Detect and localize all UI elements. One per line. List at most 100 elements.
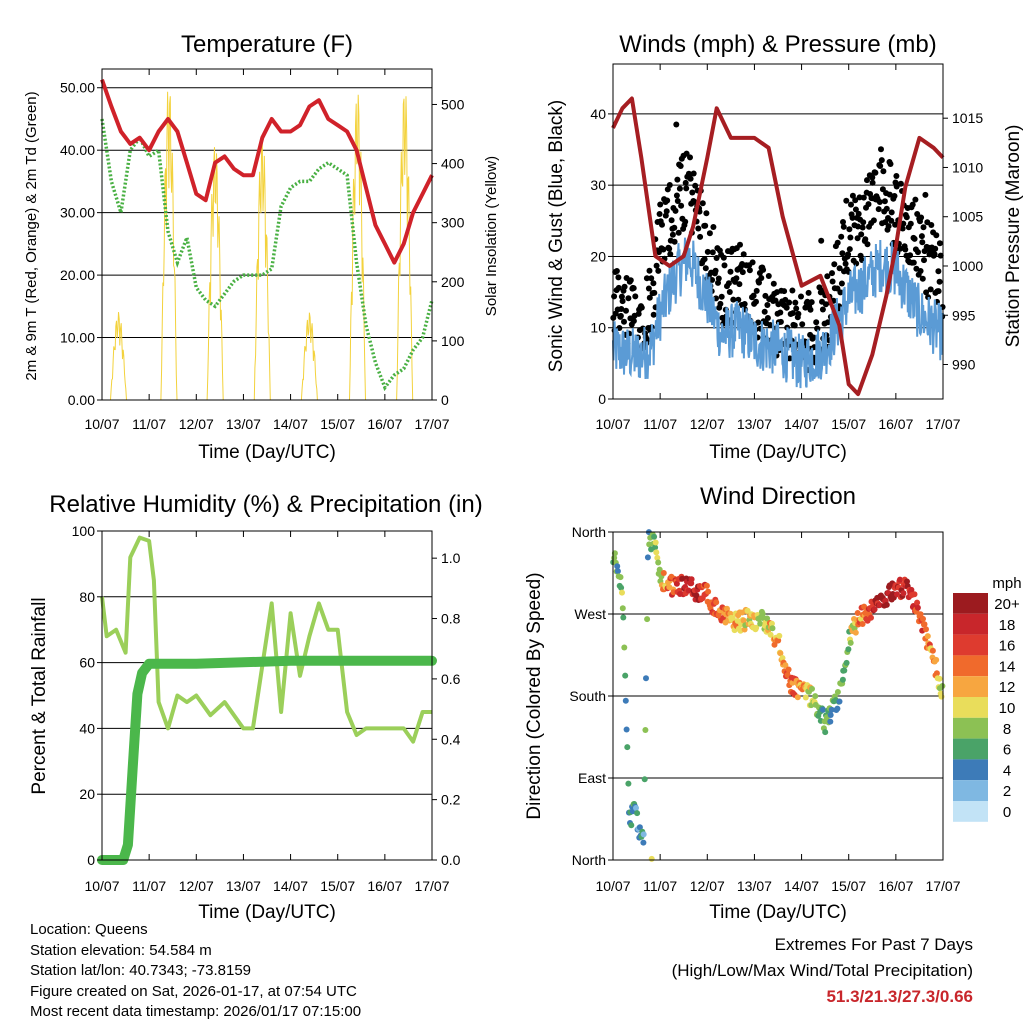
gust-point: [810, 334, 817, 341]
x-tick-label: 11/07: [132, 878, 166, 894]
direction-point: [705, 588, 712, 595]
direction-point: [839, 676, 846, 683]
y-tick-label: 10: [590, 320, 606, 336]
x-tick-label: 14/07: [273, 878, 308, 894]
gust-point: [727, 268, 734, 275]
gust-point: [673, 192, 680, 199]
gust-point: [910, 259, 917, 266]
gust-point: [880, 168, 887, 175]
gust-point: [712, 267, 719, 274]
gust-point: [872, 169, 879, 176]
direction-point: [920, 615, 926, 622]
gust-point: [725, 280, 732, 287]
gust-point: [870, 217, 877, 224]
gust-point: [937, 252, 944, 259]
direction-point: [929, 647, 936, 654]
colorbar-label: 18: [999, 617, 1016, 634]
gust-point: [764, 302, 771, 308]
gust-point: [644, 336, 651, 343]
temperature-x-ticks: 10/07 11/07 12/07 13/07 14/07 15/07 16/07 17/07: [84, 69, 450, 432]
gust-point: [936, 240, 943, 247]
gust-point: [878, 146, 884, 153]
gust-point: [935, 268, 942, 275]
temperature-plot-frame: [101, 68, 433, 401]
x-tick-label: 14/07: [273, 416, 308, 432]
gust-point: [842, 260, 849, 267]
latlon-text: Station lat/lon: 40.7343; -73.8159: [30, 962, 252, 979]
gust-point: [855, 210, 862, 217]
gust-point: [822, 301, 829, 308]
location-text: Location: Queens: [30, 921, 148, 938]
gust-point: [635, 310, 642, 317]
gust-point: [717, 300, 724, 307]
y-tick-label: 40.00: [60, 142, 95, 158]
direction-point: [868, 614, 874, 621]
direction-point: [640, 831, 647, 838]
extremes-values: 51.3/21.3/27.3/0.66: [826, 987, 973, 1006]
gust-point: [912, 196, 919, 203]
direction-point: [933, 670, 940, 677]
colorbar-swatch: [953, 676, 988, 697]
y-tick-label: 60: [79, 655, 95, 671]
x-tick-label: 12/07: [690, 416, 725, 432]
direction-point: [653, 549, 660, 556]
winds-x-label: Time (Day/UTC): [709, 442, 847, 463]
gust-point: [621, 318, 627, 325]
gust-point: [789, 310, 796, 317]
gust-point: [650, 280, 657, 287]
gust-point: [933, 232, 940, 239]
gust-point: [793, 305, 800, 312]
precip-y-ticks: 0.0 0.2 0.4 0.6 0.8 1.0: [432, 550, 461, 868]
gust-point: [676, 185, 683, 192]
direction-point: [883, 601, 890, 608]
direction-point: [685, 587, 692, 594]
direction-x-label: Time (Day/UTC): [709, 902, 847, 923]
x-tick-label: 16/07: [878, 878, 913, 894]
y2-tick-label: 100: [441, 333, 465, 349]
gust-point: [932, 245, 939, 252]
gust-point: [764, 315, 771, 321]
gust-point: [638, 304, 645, 311]
direction-point: [617, 574, 624, 581]
gust-point: [886, 191, 893, 198]
gust-point: [917, 268, 924, 274]
gust-point: [829, 278, 836, 285]
gust-point: [876, 199, 883, 205]
direction-point: [753, 624, 760, 631]
direction-point: [655, 559, 662, 566]
gust-point: [852, 197, 859, 204]
y-tick-label: 40: [590, 106, 606, 122]
x-tick-label: 11/07: [132, 416, 166, 432]
direction-x-ticks: 10/07 11/07 12/07 13/07 14/07 15/07 16/07 17/07: [595, 532, 961, 894]
wind-direction-panel: Wind Direction North East South West North 1…: [524, 483, 1022, 923]
gust-point: [907, 220, 914, 227]
y2-tick-label: 0.6: [441, 671, 461, 687]
gust-point: [730, 296, 737, 303]
gust-point: [831, 261, 838, 268]
gust-point: [911, 235, 918, 242]
gust-point: [859, 224, 866, 231]
extremes-box: Extremes For Past 7 Days (High/Low/Max W…: [672, 932, 973, 1010]
pressure-line: [611, 96, 945, 397]
colorbar-label: 16: [999, 638, 1016, 655]
direction-point: [776, 632, 783, 639]
gust-point: [709, 277, 716, 283]
gust-point: [704, 248, 711, 255]
gust-point: [668, 217, 675, 224]
direction-point: [777, 650, 784, 657]
direction-point: [827, 712, 834, 718]
x-tick-label: 10/07: [595, 416, 630, 432]
direction-point: [936, 675, 943, 682]
sonic-wind-line: [612, 237, 944, 389]
gust-point: [783, 304, 790, 311]
temperature-title: Temperature (F): [181, 31, 353, 58]
colorbar-swatch: [953, 780, 988, 801]
direction-point: [619, 589, 625, 596]
station-info: Location: Queens Station elevation: 54.5…: [30, 920, 361, 1023]
direction-point: [620, 614, 627, 621]
gust-point: [786, 299, 793, 306]
direction-point: [767, 631, 774, 638]
winds-title: Winds (mph) & Pressure (mb): [619, 31, 936, 58]
gust-point: [659, 221, 665, 228]
direction-title: Wind Direction: [700, 483, 856, 510]
